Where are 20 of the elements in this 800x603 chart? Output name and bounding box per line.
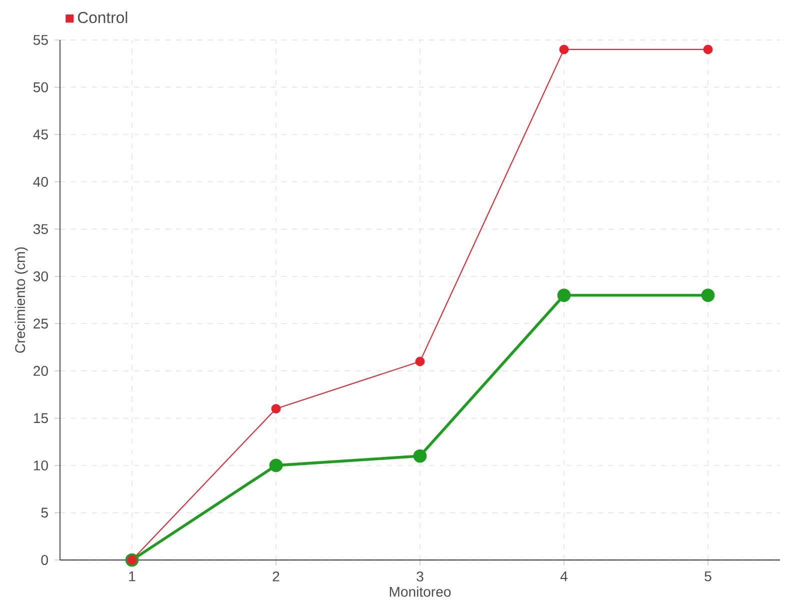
y-tick-label: 0 [41,555,48,566]
x-axis-title: Monitoreo [390,586,451,597]
y-tick-label: 30 [33,272,48,282]
x-tick-label: 1 [129,572,136,582]
y-tick-label: 50 [33,82,48,92]
legend-label: Control [78,12,128,24]
x-tick-label: 4 [560,572,568,582]
x-tick-label: 2 [272,572,280,582]
y-tick-label: 5 [41,508,48,518]
y-tick-label: 35 [33,224,48,234]
y-tick-label: 15 [34,413,48,424]
y-tick-label: 55 [33,35,48,46]
y-axis-title: Crecimiento (cm) [14,248,28,353]
y-tick-label: 25 [34,318,48,329]
x-tick-label: 3 [416,572,424,582]
y-tick-label: 20 [34,366,48,376]
y-tick-label: 10 [34,460,48,471]
y-tick-label: 40 [33,177,48,187]
y-tick-label: 45 [33,130,48,140]
x-tick-label: 5 [704,572,712,582]
